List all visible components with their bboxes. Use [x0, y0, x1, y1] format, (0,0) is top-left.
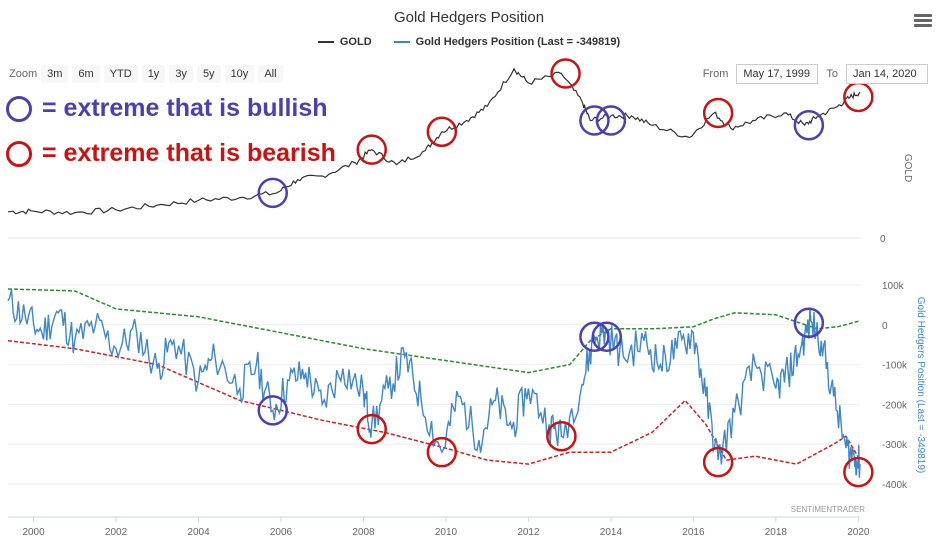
x-tick-label: 2000 [22, 527, 45, 538]
hedgers-y-tick-label: -100k [882, 361, 908, 372]
zoom-button-5y[interactable]: 5y [196, 65, 221, 83]
x-tick-label: 2004 [187, 527, 210, 538]
bullish-circle-icon [6, 95, 32, 122]
hedgers-extreme-circle-bearish [426, 436, 458, 468]
gold-extreme-circle-bearish [356, 134, 387, 165]
gold-y-tick-label: 0 [880, 234, 886, 245]
legend-symbol-hedgers [393, 41, 410, 43]
hedgers-extreme-circle-bearish [843, 456, 874, 488]
zoom-button-6m[interactable]: 6m [72, 65, 100, 83]
x-tick-label: 2006 [270, 527, 293, 538]
zoom-button-3m[interactable]: 3m [41, 65, 69, 83]
hedgers-y-tick-label: -200k [882, 400, 908, 411]
x-tick-label: 2016 [682, 527, 705, 538]
x-tick-label: 2018 [765, 527, 788, 538]
x-tick-label: 2002 [105, 527, 128, 538]
zoom-label: Zoom [9, 68, 38, 80]
zoom-button-3y[interactable]: 3y [169, 65, 193, 83]
hedgers-extreme-circle-bearish [546, 421, 577, 452]
to-label: To [826, 68, 838, 80]
from-date-input[interactable]: May 17, 1999 [736, 64, 819, 84]
legend-item-hedgers[interactable]: Gold Hedgers Position (Last = -349819) [393, 36, 621, 48]
gold-extreme-circle-bullish [579, 105, 610, 136]
bearish-note-text: = extreme that is bearish [42, 139, 336, 167]
legend-item-gold[interactable]: GOLD [317, 36, 372, 48]
gold-extreme-circle-bearish [426, 116, 458, 148]
chart-title: Gold Hedgers Position [393, 9, 545, 26]
gold-series-line [8, 67, 861, 216]
date-range: From May 17, 1999 To Jan 14, 2020 [703, 64, 928, 84]
gold-extreme-circle-bullish [257, 177, 289, 209]
x-tick-label: 2010 [435, 527, 458, 538]
gold-axis-title: GOLD [902, 154, 913, 182]
hedgers-extreme-circle-bullish [591, 321, 623, 352]
zoom-button-10y[interactable]: 10y [224, 65, 255, 83]
gold-extreme-circle-bullish [595, 105, 627, 136]
hedgers-extreme-circle-bullish [793, 307, 825, 339]
hedgers-extreme-circle-bearish [356, 413, 387, 445]
zoom-button-ytd[interactable]: YTD [103, 65, 138, 83]
lower-band-line [7, 339, 861, 465]
zoom-button-all[interactable]: All [258, 65, 283, 83]
to-date-input[interactable]: Jan 14, 2020 [846, 64, 928, 84]
zoom-bar: Zoom 3m 6m YTD 1y 3y 5y 10y All [9, 65, 283, 83]
hedgers-extreme-circle-bearish [702, 446, 734, 478]
hedgers-y-tick-label: 0 [882, 321, 888, 332]
legend-label-hedgers: Gold Hedgers Position (Last = -349819) [415, 36, 621, 48]
x-tick-label: 2012 [517, 527, 540, 538]
bearish-circle-icon [6, 140, 32, 167]
hedgers-y-tick-label: -300k [882, 440, 908, 451]
bullish-note-text: = extreme that is bullish [42, 94, 328, 122]
legend: GOLD Gold Hedgers Position (Last = -3498… [0, 36, 938, 48]
gold-extreme-circle-bearish [702, 97, 734, 129]
x-tick-label: 2014 [600, 527, 623, 538]
hedgers-y-tick-label: -400k [882, 480, 908, 491]
credit: SENTIMENTRADER [790, 505, 865, 514]
hedgers-series-line [7, 289, 861, 478]
bullish-note: = extreme that is bullish [6, 94, 328, 123]
hamburger-menu-icon[interactable] [914, 14, 932, 28]
zoom-button-1y[interactable]: 1y [141, 65, 166, 83]
x-tick-label: 2008 [352, 527, 375, 538]
upper-band-line [7, 288, 861, 374]
legend-label-gold: GOLD [339, 36, 372, 48]
from-label: From [702, 68, 729, 80]
hedgers-extreme-circle-bullish [579, 321, 610, 352]
hedgers-extreme-circle-bullish [257, 395, 289, 426]
gold-extreme-circle-bearish [550, 58, 581, 89]
hedgers-y-tick-label: 100k [882, 281, 905, 292]
bearish-note: = extreme that is bearish [6, 139, 336, 168]
gold-extreme-circle-bullish [793, 109, 825, 141]
hedgers-axis-title: Gold Hedgers Position (Last = -349819) [915, 297, 926, 474]
x-tick-label: 2020 [847, 527, 870, 538]
legend-symbol-gold [317, 41, 334, 43]
